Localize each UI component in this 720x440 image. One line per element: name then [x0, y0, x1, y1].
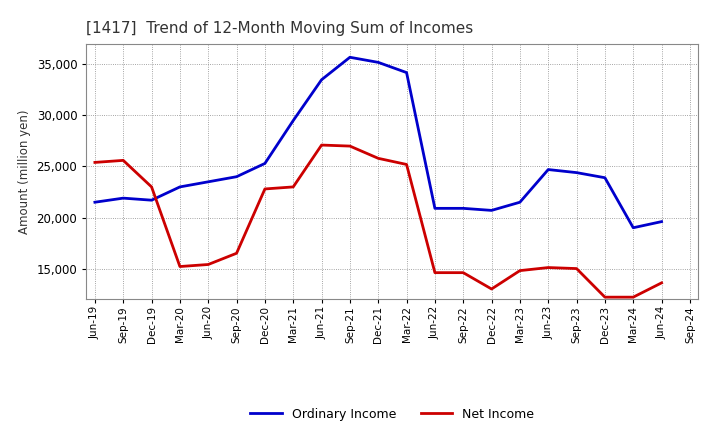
Text: [1417]  Trend of 12-Month Moving Sum of Incomes: [1417] Trend of 12-Month Moving Sum of I… [86, 21, 474, 36]
Ordinary Income [346, 55, 354, 60]
Legend: Ordinary Income, Net Income: Ordinary Income, Net Income [246, 403, 539, 425]
Net Income [487, 286, 496, 292]
Net Income [402, 162, 411, 167]
Line: Net Income: Net Income [95, 145, 662, 297]
Net Income [544, 265, 552, 270]
Net Income [91, 160, 99, 165]
Ordinary Income [261, 161, 269, 166]
Ordinary Income [204, 179, 212, 184]
Net Income [261, 186, 269, 191]
Ordinary Income [148, 198, 156, 203]
Ordinary Income [600, 175, 609, 180]
Y-axis label: Amount (million yen): Amount (million yen) [18, 110, 31, 234]
Net Income [431, 270, 439, 275]
Ordinary Income [119, 195, 127, 201]
Ordinary Income [487, 208, 496, 213]
Ordinary Income [629, 225, 637, 231]
Ordinary Income [91, 200, 99, 205]
Net Income [657, 280, 666, 286]
Net Income [119, 158, 127, 163]
Ordinary Income [572, 170, 581, 175]
Net Income [374, 156, 382, 161]
Net Income [148, 184, 156, 190]
Ordinary Income [431, 206, 439, 211]
Ordinary Income [544, 167, 552, 172]
Net Income [629, 294, 637, 300]
Ordinary Income [459, 206, 467, 211]
Net Income [346, 143, 354, 149]
Net Income [318, 143, 326, 148]
Net Income [233, 251, 241, 256]
Net Income [516, 268, 524, 273]
Ordinary Income [516, 200, 524, 205]
Ordinary Income [233, 174, 241, 180]
Net Income [572, 266, 581, 271]
Line: Ordinary Income: Ordinary Income [95, 57, 662, 228]
Ordinary Income [176, 184, 184, 190]
Net Income [204, 262, 212, 267]
Ordinary Income [289, 118, 297, 123]
Net Income [176, 264, 184, 269]
Ordinary Income [374, 60, 382, 65]
Net Income [289, 184, 297, 190]
Ordinary Income [657, 219, 666, 224]
Ordinary Income [402, 70, 411, 75]
Net Income [600, 294, 609, 300]
Net Income [459, 270, 467, 275]
Ordinary Income [318, 77, 326, 82]
